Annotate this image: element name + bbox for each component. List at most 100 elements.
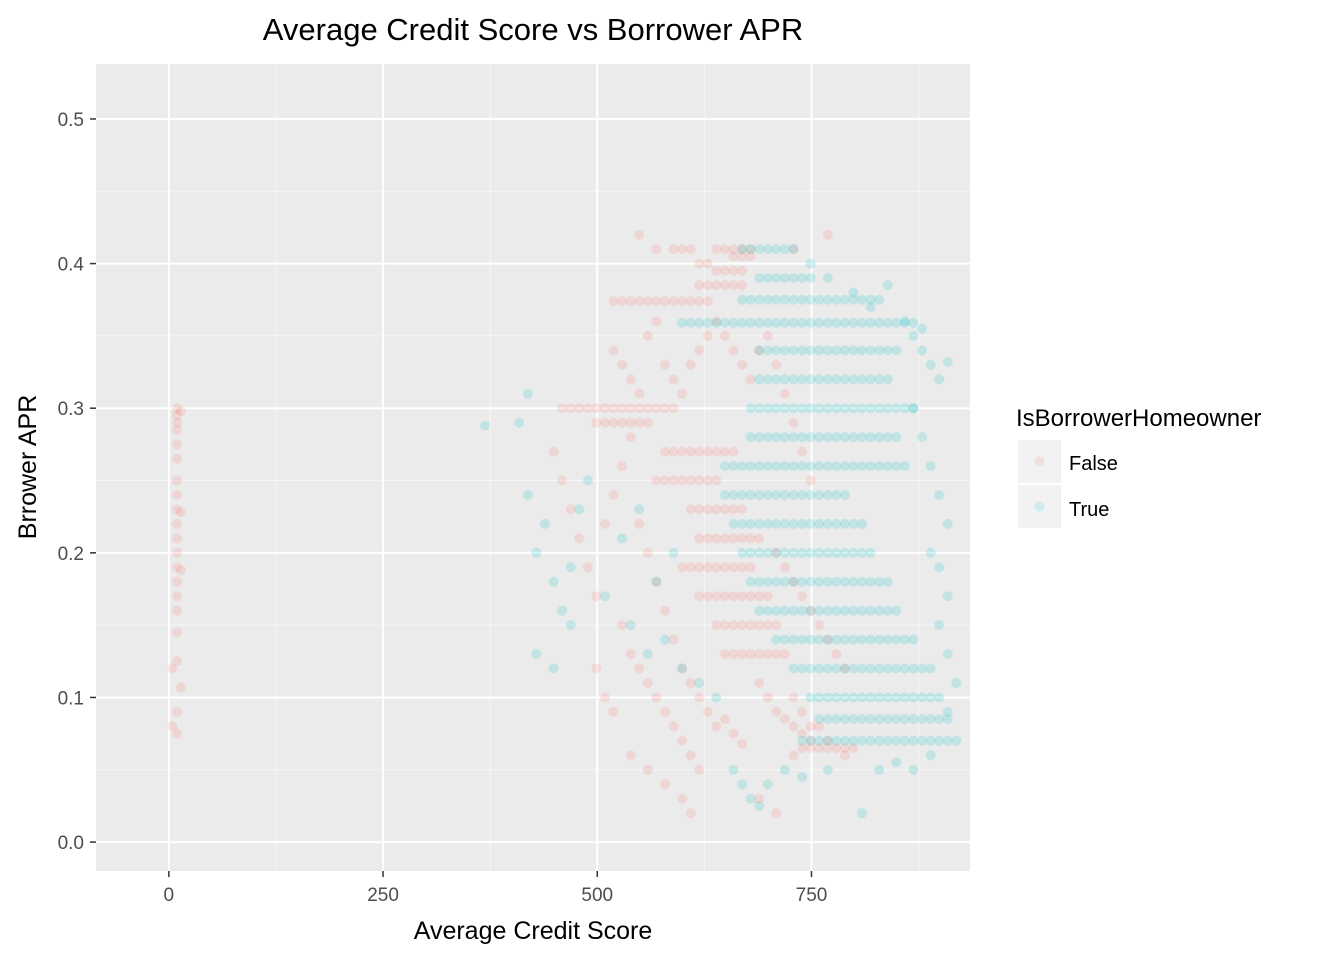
data-point-true xyxy=(779,490,790,500)
data-point-false xyxy=(172,547,182,558)
data-point-true xyxy=(891,317,902,328)
y-tick-label: 0.4 xyxy=(58,255,85,276)
data-point-true xyxy=(865,735,876,746)
data-point-true xyxy=(771,461,782,472)
data-point-false xyxy=(728,265,739,276)
data-point-false xyxy=(677,475,688,486)
data-point-false xyxy=(685,808,696,819)
data-point-true xyxy=(797,547,808,558)
data-point-true xyxy=(831,692,842,703)
data-point-true xyxy=(822,714,833,725)
data-point-true xyxy=(865,663,876,674)
data-point-false xyxy=(660,605,670,616)
data-point-true xyxy=(677,663,688,674)
data-point-false xyxy=(711,265,722,276)
data-point-true xyxy=(779,294,790,305)
data-point-true xyxy=(480,420,490,431)
data-point-false xyxy=(668,475,679,486)
data-point-true xyxy=(737,461,748,472)
data-point-true xyxy=(831,576,842,587)
data-point-true xyxy=(822,317,833,328)
data-point-true xyxy=(831,663,842,674)
data-point-true xyxy=(831,374,842,385)
data-point-true xyxy=(831,490,842,500)
data-point-false xyxy=(762,692,773,703)
data-point-true xyxy=(857,403,867,414)
data-point-true xyxy=(797,432,808,443)
data-point-true xyxy=(565,620,576,631)
data-point-true xyxy=(865,634,876,645)
data-point-true xyxy=(745,294,756,305)
data-point-true xyxy=(839,518,850,529)
data-point-true xyxy=(728,461,739,472)
data-point-false xyxy=(651,576,662,587)
data-point-false xyxy=(625,649,636,660)
data-point-true xyxy=(891,663,902,674)
data-point-false xyxy=(771,547,782,558)
data-point-false xyxy=(172,576,182,587)
data-point-false xyxy=(694,692,705,703)
data-point-true xyxy=(737,490,748,500)
data-point-false xyxy=(625,750,636,761)
data-point-false xyxy=(167,663,178,674)
data-point-false xyxy=(728,728,739,739)
data-point-true xyxy=(857,317,867,328)
data-point-true xyxy=(831,403,842,414)
data-point-true xyxy=(745,403,756,414)
data-point-true xyxy=(728,518,739,529)
data-point-true xyxy=(934,374,945,385)
data-point-true xyxy=(814,576,825,587)
data-point-false xyxy=(617,417,628,428)
data-point-true xyxy=(839,461,850,472)
data-point-true xyxy=(874,714,885,725)
data-point-false xyxy=(737,533,748,544)
data-point-false xyxy=(737,562,748,573)
data-point-false xyxy=(805,605,816,616)
data-point-true xyxy=(899,316,910,327)
data-point-true xyxy=(891,634,902,645)
data-point-true xyxy=(779,345,790,356)
data-point-true xyxy=(788,663,799,674)
data-point-true xyxy=(797,345,808,356)
data-point-false xyxy=(745,649,756,660)
data-point-false xyxy=(548,446,559,457)
data-point-false xyxy=(608,345,619,356)
data-point-true xyxy=(814,663,825,674)
data-point-true xyxy=(822,490,833,500)
data-point-true xyxy=(677,317,688,328)
data-point-false xyxy=(728,345,739,356)
y-tick-label: 0.5 xyxy=(58,110,84,131)
data-point-true xyxy=(548,663,559,674)
data-point-true xyxy=(779,403,790,414)
data-point-false xyxy=(745,562,756,573)
data-point-true xyxy=(874,403,885,414)
data-point-false xyxy=(172,504,182,515)
data-point-false xyxy=(779,714,790,725)
data-point-true xyxy=(917,692,927,703)
data-point-false xyxy=(634,296,645,307)
data-point-false xyxy=(600,518,610,529)
data-point-true xyxy=(754,800,765,811)
data-point-true xyxy=(797,518,808,529)
data-point-true xyxy=(574,504,585,515)
data-point-false xyxy=(685,446,696,457)
data-point-false xyxy=(668,721,679,732)
data-point-false xyxy=(822,229,833,240)
data-point-true xyxy=(865,302,876,312)
data-point-true xyxy=(514,417,525,428)
data-point-true xyxy=(771,547,782,558)
data-point-true xyxy=(797,490,808,500)
data-point-true xyxy=(848,432,859,443)
data-point-false xyxy=(745,533,756,544)
data-point-true xyxy=(805,273,816,283)
data-point-true xyxy=(822,576,833,587)
data-point-true xyxy=(779,605,790,616)
data-point-true xyxy=(831,634,842,645)
data-point-true xyxy=(874,317,885,328)
data-point-true xyxy=(839,547,850,558)
y-axis-title: Brrower APR xyxy=(14,395,42,539)
data-point-false xyxy=(172,417,182,428)
data-point-false xyxy=(172,728,182,739)
data-point-false xyxy=(668,446,679,457)
data-point-true xyxy=(822,692,833,703)
